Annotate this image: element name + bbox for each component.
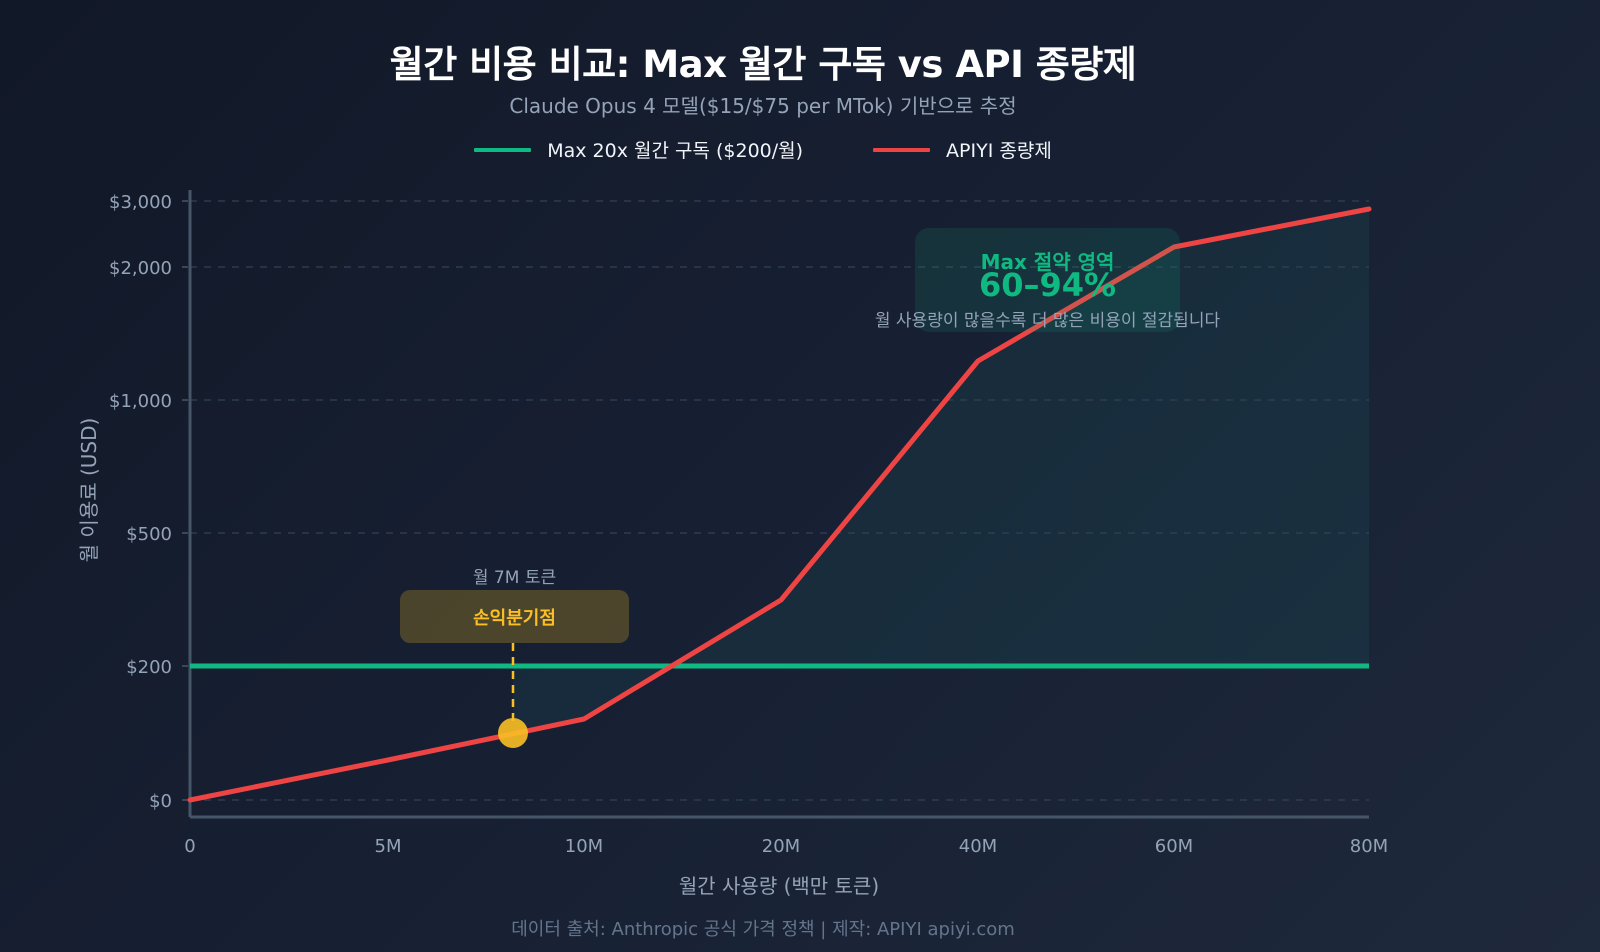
x-tick-10m: 10M: [565, 836, 603, 857]
y-axis-title: 월 이용료 (USD): [77, 418, 101, 563]
x-tick-60m: 60M: [1155, 836, 1193, 857]
savings-note: 월 사용량이 많을수록 더 많은 비용이 절감됩니다: [874, 311, 1221, 331]
y-tick-3000: $3,000: [109, 192, 172, 213]
breakeven-usage-label: 월 7M 토큰: [472, 568, 557, 588]
y-tick-200: $200: [126, 657, 172, 678]
y-tick-marks: [182, 200, 188, 801]
data-source-footer: 데이터 출처: Anthropic 공식 가격 정책 | 제작: APIYI a…: [511, 919, 1015, 940]
y-tick-2000: $2,000: [109, 258, 172, 279]
legend-item-max: Max 20x 월간 구독 ($200/월): [474, 136, 803, 163]
y-tick-labels: $0 $200 $500 $1,000 $2,000 $3,000: [109, 192, 172, 812]
chart-subtitle: Claude Opus 4 모델($15/$75 per MTok) 기반으로 …: [509, 94, 1017, 118]
x-tick-40m: 40M: [959, 836, 997, 857]
breakeven-label: 손익분기점: [473, 607, 556, 629]
x-tick-labels: 0 5M 10M 20M 40M 60M 80M: [184, 836, 1388, 857]
legend-swatch-max: [474, 147, 532, 152]
y-tick-500: $500: [126, 524, 172, 545]
savings-annotation-box: [915, 228, 1180, 332]
x-tick-5m: 5M: [375, 836, 402, 857]
x-tick-0: 0: [184, 836, 195, 857]
x-tick-80m: 80M: [1350, 836, 1388, 857]
breakeven-point-marker: [498, 718, 528, 748]
savings-percentage: 60–94%: [978, 266, 1117, 304]
breakeven-badge: 손익분기점: [400, 590, 629, 643]
y-tick-0: $0: [149, 791, 172, 812]
savings-fill-area: [513, 209, 1369, 733]
legend-label-max: Max 20x 월간 구독 ($200/월): [547, 140, 804, 162]
chart-title: 월간 비용 비교: Max 월간 구독 vs API 종량제: [389, 43, 1137, 86]
y-tick-1000: $1,000: [109, 391, 172, 412]
x-tick-20m: 20M: [762, 836, 800, 857]
x-axis-title: 월간 사용량 (백만 토큰): [679, 874, 879, 898]
legend: Max 20x 월간 구독 ($200/월) APIYI 종량제: [0, 136, 1526, 163]
savings-title: Max 절약 영역: [980, 250, 1115, 274]
legend-item-api: APIYI 종량제: [873, 136, 1052, 163]
legend-label-api: APIYI 종량제: [946, 140, 1052, 162]
gridlines: [190, 200, 1369, 801]
legend-swatch-api: [873, 147, 931, 152]
api-payg-line: [187, 206, 1372, 803]
